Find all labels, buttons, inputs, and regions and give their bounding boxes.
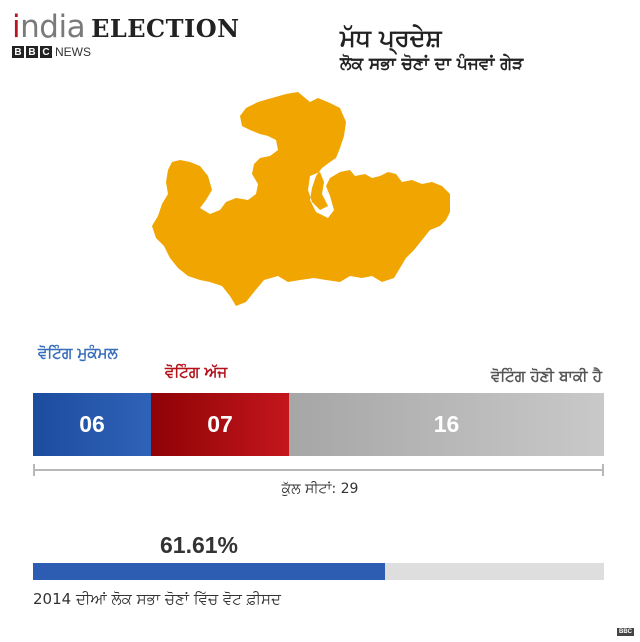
- logo-ndia: ndia: [20, 9, 86, 45]
- logo-election-text: ELECTION: [91, 14, 240, 43]
- total-seats-label: ਕੁੱਲ ਸੀਟਾਂ: 29: [281, 481, 359, 497]
- segment-complete-value: 06: [79, 411, 105, 437]
- legend-voting-today: ਵੋਟਿੰਗ ਅੱਜ: [165, 363, 228, 381]
- turnout-progress-track: [33, 563, 604, 580]
- state-title: ਮੱਧ ਪ੍ਰਦੇਸ਼: [340, 24, 442, 52]
- bracket-tick-left: [33, 464, 35, 476]
- segment-complete: 06: [33, 393, 152, 456]
- seat-stacked-bar: 06 07 16: [33, 393, 604, 456]
- bbc-news-text: NEWS: [55, 45, 91, 59]
- bbc-letter: B: [12, 46, 24, 58]
- turnout-percentage: 61.61%: [160, 532, 239, 558]
- bracket-tick-right: [602, 464, 604, 476]
- logo-i: i: [12, 9, 21, 45]
- total-bracket-line: [33, 469, 604, 471]
- legend-voting-pending: ਵੋਟਿੰਗ ਹੋਣੀ ਬਾਕੀ ਹੈ: [490, 367, 602, 385]
- bbc-news-logo: B B C NEWS: [12, 45, 240, 59]
- india-election-logo: india ELECTION B B C NEWS: [12, 12, 240, 59]
- title-block: ਮੱਧ ਪ੍ਰਦੇਸ਼ ਲੋਕ ਸਭਾ ਚੋਣਾਂ ਦਾ ਪੰਜਵਾਂ ਗੇੜ: [340, 24, 523, 75]
- logo-india-text: india: [12, 9, 86, 45]
- bbc-letter: B: [26, 46, 38, 58]
- bbc-letter: C: [40, 46, 52, 58]
- legend-voting-complete: ਵੋਟਿੰਗ ਮੁਕੰਮਲ: [38, 344, 118, 362]
- segment-today-value: 07: [207, 411, 233, 437]
- phase-subtitle: ਲੋਕ ਸਭਾ ਚੋਣਾਂ ਦਾ ਪੰਜਵਾਂ ਗੇੜ: [340, 54, 524, 74]
- segment-pending: 16: [288, 393, 604, 456]
- turnout-caption: 2014 ਦੀਆਂ ਲੋਕ ਸਭਾ ਚੋਣਾਂ ਵਿੱਚ ਵੋਟ ਫ਼ੀਸਦ: [33, 590, 281, 608]
- segment-pending-value: 16: [433, 411, 460, 437]
- bbc-corner-logo: BBC: [617, 628, 634, 636]
- turnout-progress-fill: [33, 563, 385, 580]
- segment-today: 07: [151, 393, 289, 456]
- madhya-pradesh-map: [152, 92, 450, 306]
